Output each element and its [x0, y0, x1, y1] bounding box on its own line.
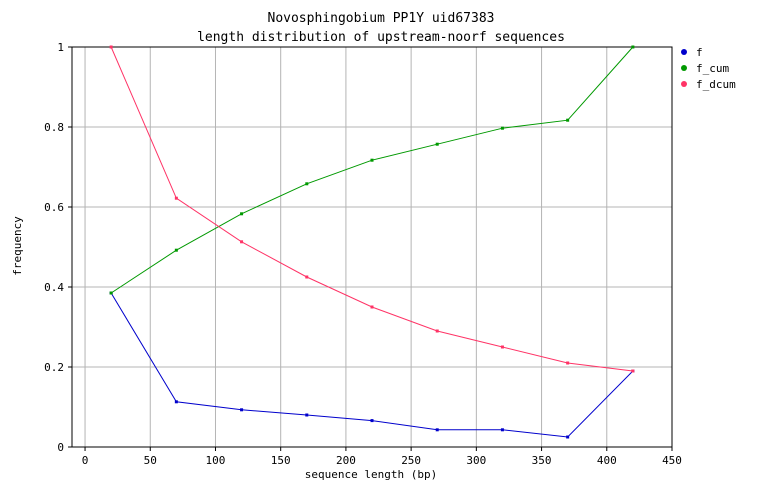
data-point-f-cum [305, 182, 309, 186]
data-point-f [566, 435, 570, 439]
x-tick-label: 450 [662, 454, 682, 467]
ticks: 0 50 100 150 200 250 300 350 400 450 0 0.2 0.4 0.6 0.8… [44, 41, 682, 467]
y-tick-label: 0.4 [44, 281, 64, 294]
data-point-f-cum [631, 45, 635, 49]
x-tick-label: 250 [401, 454, 421, 467]
data-point-f [370, 419, 374, 423]
legend-label: f [696, 46, 703, 59]
data-point-f-cum [109, 291, 113, 295]
data-point-f-dcum [370, 305, 374, 309]
data-point-f-cum [435, 142, 439, 146]
data-point-f-dcum [109, 45, 113, 49]
y-tick-label: 0 [57, 441, 64, 454]
data-point-f [174, 400, 178, 404]
x-tick-label: 0 [82, 454, 89, 467]
data-point-f-cum [240, 212, 244, 216]
x-tick-label: 350 [532, 454, 552, 467]
x-tick-label: 300 [466, 454, 486, 467]
data-point-f [500, 428, 504, 432]
x-tick-label: 200 [336, 454, 356, 467]
y-tick-label: 1 [57, 41, 64, 54]
chart-title: Novosphingobium PP1Y uid67383 [268, 11, 495, 26]
data-point-f [240, 408, 244, 412]
y-tick-label: 0.8 [44, 121, 64, 134]
chart-subtitle: length distribution of upstream-noorf se… [197, 30, 565, 45]
data-point-f-cum [500, 126, 504, 130]
plot-frame [71, 46, 673, 448]
x-tick-label: 100 [206, 454, 226, 467]
data-point-f-cum [566, 118, 570, 122]
data-point-f-dcum [566, 361, 570, 365]
data-point-f-dcum [240, 240, 244, 244]
data-point-f-cum [174, 248, 178, 252]
legend: f f_cum f_dcum [681, 46, 736, 91]
legend-label: f_dcum [696, 78, 736, 91]
x-axis-label: sequence length (bp) [305, 468, 437, 481]
x-tick-label: 400 [597, 454, 617, 467]
data-point-f-dcum [174, 196, 178, 200]
legend-label: f_cum [696, 62, 729, 75]
y-axis-label: frequency [11, 216, 24, 276]
data-point-f-dcum [305, 275, 309, 279]
y-tick-label: 0.6 [44, 201, 64, 214]
x-tick-label: 50 [144, 454, 157, 467]
legend-marker-f-cum [681, 65, 687, 71]
data-point-f [305, 413, 309, 417]
data-point-f-dcum [500, 345, 504, 349]
x-tick-label: 150 [271, 454, 291, 467]
legend-marker-f [681, 49, 687, 55]
legend-marker-f-dcum [681, 81, 687, 87]
data-point-f [435, 428, 439, 432]
data-point-f-dcum [435, 329, 439, 333]
data-point-f-cum [370, 158, 374, 162]
data-point-f-dcum [631, 369, 635, 373]
series-group [109, 45, 635, 439]
y-tick-label: 0.2 [44, 361, 64, 374]
